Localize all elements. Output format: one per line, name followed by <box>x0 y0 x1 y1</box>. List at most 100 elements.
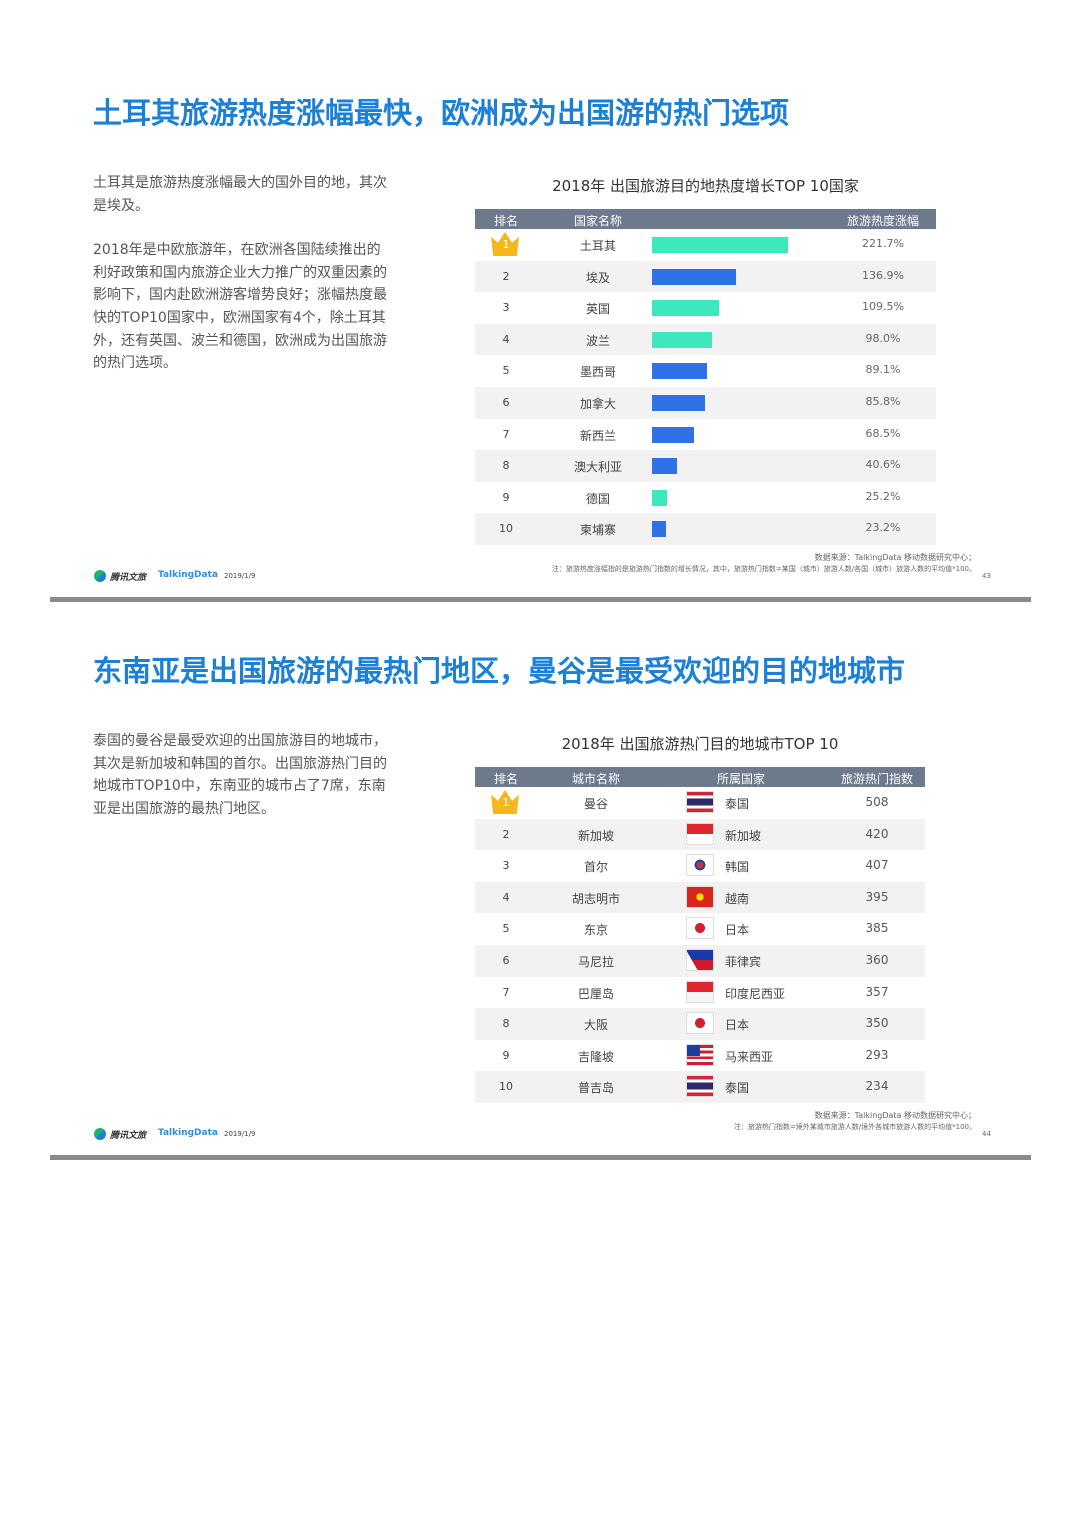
value-label: 25.2% <box>865 489 901 503</box>
note: 注：旅游热门指数=境外某城市旅游人数/境外各城市旅游人数的平均值*100。 <box>733 1123 976 1131</box>
rank: 7 <box>502 985 510 999</box>
city-name: 新加坡 <box>577 828 614 843</box>
flag-icon <box>687 918 713 939</box>
value-label: 40.6% <box>865 458 901 472</box>
table-row: 9 吉隆坡 马来西亚 293 <box>475 1039 925 1072</box>
flag-icon <box>687 1076 713 1097</box>
rank: 6 <box>502 954 510 967</box>
table-row: 5 墨西哥 89.1% <box>475 355 936 387</box>
rank: 4 <box>502 890 510 904</box>
country-name: 土耳其 <box>579 239 616 253</box>
table-header: 排名 城市名称 所属国家 旅游热门指数 <box>475 767 925 787</box>
index-value: 508 <box>865 795 889 809</box>
country-name: 新西兰 <box>579 428 616 443</box>
index-value: 350 <box>865 1016 889 1031</box>
index-value: 420 <box>865 826 889 841</box>
table-title: 2018年 出国旅游热门目的地城市TOP 10 <box>561 735 839 753</box>
country-name: 泰国 <box>725 797 750 811</box>
country-name: 澳大利亚 <box>573 460 622 475</box>
city-name: 吉隆坡 <box>577 1049 614 1064</box>
city-name: 胡志明市 <box>571 891 620 906</box>
country-name: 韩国 <box>725 860 750 875</box>
rank: 2 <box>502 827 510 841</box>
page-number: 43 <box>982 572 991 580</box>
source: 数据来源：TalkingData 移动数据研究中心； <box>814 553 976 562</box>
bar <box>652 363 707 380</box>
body-text: 土耳其是旅游热度涨幅最大的国外目的地，其次是埃及。 2018年是中欧旅游年，在欧洲… <box>93 172 393 397</box>
logo-icon <box>94 570 106 582</box>
rank: 5 <box>502 364 510 378</box>
country-name: 日本 <box>725 923 750 938</box>
slide-title: 土耳其旅游热度涨幅最快，欧洲成为出国游的热门选项 <box>93 96 790 130</box>
table-row: 9 德国 25.2% <box>475 481 936 514</box>
rank: 7 <box>502 427 510 441</box>
rank: 10 <box>499 1080 513 1094</box>
city-name: 大阪 <box>583 1018 608 1033</box>
table-row: 5 东京 日本 385 <box>475 913 925 945</box>
value-label: 109.5% <box>862 300 904 314</box>
bar <box>652 458 677 475</box>
value-label: 221.7% <box>862 237 904 250</box>
divider <box>50 597 1031 602</box>
flag-icon <box>687 1013 713 1034</box>
table-row: 1 土耳其 221.7% <box>475 229 936 261</box>
flag-icon <box>687 1044 713 1065</box>
rank: 9 <box>502 1048 510 1062</box>
bar <box>652 268 737 285</box>
column-header: 排名 <box>493 214 518 228</box>
city-name: 巴厘岛 <box>577 986 614 1001</box>
rank: 8 <box>502 459 510 473</box>
rank: 5 <box>502 922 510 936</box>
table-title: 2018年 出国旅游目的地热度增长TOP 10国家 <box>552 177 859 195</box>
country-name: 埃及 <box>585 270 610 285</box>
rank: 9 <box>502 490 510 504</box>
rank: 4 <box>502 332 510 346</box>
table-header: 排名 国家名称 旅游热度涨幅 <box>475 209 936 229</box>
country-name: 加拿大 <box>579 397 616 411</box>
page-number: 44 <box>982 1130 991 1138</box>
paragraph: 泰国的曼谷是最受欢迎的出国旅游目的地城市，其次是新加坡和韩国的首尔。出国旅游热门… <box>93 733 387 817</box>
index-value: 234 <box>865 1079 889 1094</box>
country-name: 英国 <box>585 302 610 317</box>
table-row: 8 澳大利亚 40.6% <box>475 450 936 482</box>
table-row: 7 巴厘岛 印度尼西亚 357 <box>475 976 925 1009</box>
table-row: 10 柬埔寨 23.2% <box>475 513 936 545</box>
country-name: 菲律宾 <box>725 955 762 969</box>
column-header: 国家名称 <box>573 214 622 228</box>
country-name: 德国 <box>585 491 610 506</box>
brand: 腾讯文旅 <box>110 573 147 583</box>
flag-icon <box>687 950 713 970</box>
column-header: 城市名称 <box>571 772 620 786</box>
country-name: 印度尼西亚 <box>725 986 786 1001</box>
index-value: 407 <box>865 858 889 873</box>
country-name: 泰国 <box>725 1081 750 1096</box>
flag-icon <box>687 792 713 812</box>
rank: 3 <box>502 301 510 315</box>
bar <box>652 331 713 348</box>
table-row: 2 新加坡 新加坡 420 <box>475 818 925 851</box>
column-header: 所属国家 <box>716 772 765 786</box>
bar <box>652 489 668 506</box>
source: 数据来源：TalkingData 移动数据研究中心； <box>814 1111 976 1120</box>
country-name: 日本 <box>725 1018 750 1033</box>
table-row: 6 加拿大 85.8% <box>475 387 936 419</box>
table-row: 10 普吉岛 泰国 234 <box>475 1071 925 1103</box>
bar <box>652 237 789 253</box>
paragraph: 土耳其是旅游热度涨幅最大的国外目的地，其次是埃及。 <box>93 175 387 214</box>
flag-icon <box>687 855 713 876</box>
index-value: 395 <box>865 889 889 904</box>
table-row: 2 埃及 136.9% <box>475 260 936 293</box>
value-label: 68.5% <box>865 426 901 440</box>
body-text: 泰国的曼谷是最受欢迎的出国旅游目的地城市，其次是新加坡和韩国的首尔。出国旅游热门… <box>93 730 393 842</box>
index-value: 360 <box>865 953 889 967</box>
divider <box>50 1155 1031 1160</box>
table-row: 4 胡志明市 越南 395 <box>475 881 925 914</box>
table-row: 4 波兰 98.0% <box>475 323 936 356</box>
table-row: 7 新西兰 68.5% <box>475 418 936 451</box>
date: 2019/1/9 <box>224 572 256 580</box>
bar <box>652 521 667 538</box>
table-row: 6 马尼拉 菲律宾 360 <box>475 945 925 977</box>
country-name: 柬埔寨 <box>579 523 616 538</box>
index-value: 293 <box>865 1047 889 1062</box>
